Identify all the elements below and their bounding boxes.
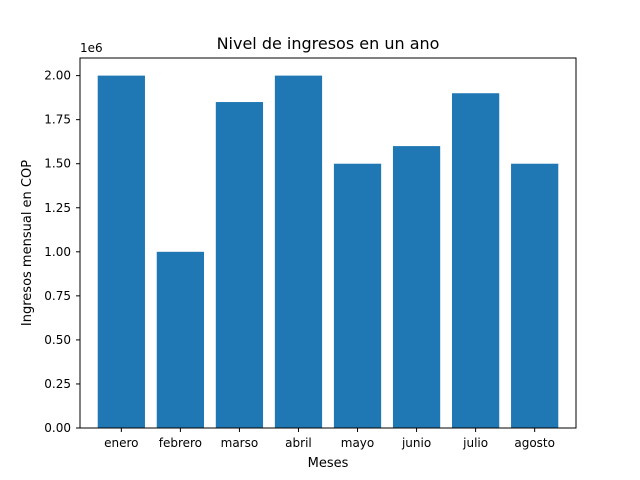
bar-agosto — [511, 163, 559, 428]
x-tick-label-febrero: febrero — [159, 436, 202, 450]
bar-mayo — [333, 163, 382, 428]
y-tick-label-7: 1.75 — [44, 113, 71, 127]
chart-title: Nivel de ingresos en un ano — [217, 34, 440, 53]
x-axis-label: Meses — [308, 456, 349, 471]
x-tick-label-junio: junio — [401, 436, 431, 450]
bar-enero — [97, 75, 145, 428]
x-tick-label-mayo: mayo — [341, 436, 375, 450]
x-tick-label-abril: abril — [285, 436, 312, 450]
y-tick-label-2: 0.50 — [44, 333, 71, 347]
bar-febrero — [156, 251, 204, 428]
y-tick-label-4: 1.00 — [44, 245, 71, 259]
y-tick-label-3: 0.75 — [44, 289, 71, 303]
y-tick-label-1: 0.25 — [44, 377, 71, 391]
y-offset-label: 1e6 — [80, 41, 103, 55]
x-tick-label-marso: marso — [221, 436, 259, 450]
y-axis-ticks: 0.00 0.25 0.50 0.75 1.00 1.25 1.50 1.75 2.00 — [44, 69, 80, 435]
bar-marso — [215, 102, 264, 429]
x-tick-label-enero: enero — [104, 436, 138, 450]
bars-group — [97, 75, 559, 429]
y-tick-label-6: 1.50 — [44, 157, 71, 171]
y-tick-label-8: 2.00 — [44, 69, 71, 83]
plot-frame — [79, 57, 577, 429]
y-tick-label-0: 0.00 — [44, 421, 71, 435]
x-tick-label-agosto: agosto — [514, 436, 555, 450]
y-tick-label-5: 1.25 — [44, 201, 71, 215]
bar-junio — [392, 146, 441, 428]
bar-julio — [452, 93, 500, 428]
x-axis-ticks: enero febrero marso abril mayo junio julio agos… — [104, 428, 555, 450]
y-axis-label: Ingresos mensual en COP — [20, 160, 35, 326]
x-tick-label-julio: julio — [462, 436, 488, 450]
bar-abril — [274, 75, 323, 428]
